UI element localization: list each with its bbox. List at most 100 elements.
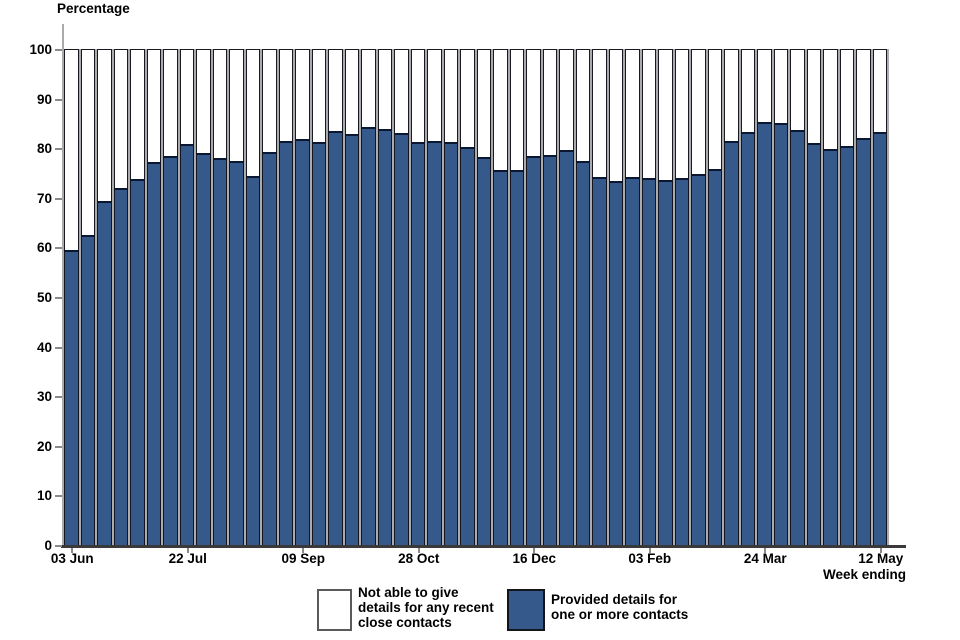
y-axis-title: Percentage bbox=[57, 1, 130, 16]
bar-week-37 bbox=[658, 49, 675, 546]
x-tick-mark-03-jun bbox=[71, 548, 74, 553]
y-tick-mark-70 bbox=[55, 197, 62, 200]
segment-provided bbox=[658, 180, 673, 546]
segment-provided bbox=[64, 250, 79, 546]
segment-not-able bbox=[410, 49, 425, 143]
x-tick-label-22-jul: 22 Jul bbox=[168, 551, 207, 566]
segment-not-able bbox=[278, 49, 293, 142]
segment-not-able bbox=[542, 49, 557, 155]
segment-provided bbox=[410, 142, 425, 546]
legend-swatch-not-able bbox=[317, 589, 352, 631]
segment-provided bbox=[163, 156, 178, 546]
y-tick-mark-90 bbox=[55, 98, 62, 101]
segment-provided bbox=[295, 139, 310, 546]
bar-week-22 bbox=[410, 49, 427, 546]
bar-week-3 bbox=[97, 49, 114, 546]
segment-not-able bbox=[427, 49, 442, 141]
segment-not-able bbox=[806, 49, 821, 143]
legend-label-provided: Provided details for one or more contact… bbox=[551, 592, 689, 622]
bar-week-21 bbox=[394, 49, 411, 546]
bar-week-5 bbox=[130, 49, 147, 546]
segment-not-able bbox=[377, 49, 392, 129]
bar-week-40 bbox=[707, 49, 724, 546]
segment-not-able bbox=[460, 49, 475, 148]
y-tick-label-70: 70 bbox=[36, 190, 52, 206]
segment-not-able bbox=[707, 49, 722, 170]
segment-not-able bbox=[509, 49, 524, 170]
y-tick-label-0: 0 bbox=[44, 538, 52, 553]
segment-provided bbox=[460, 147, 475, 546]
bar-week-20 bbox=[377, 49, 394, 546]
segment-not-able bbox=[740, 49, 755, 132]
segment-not-able bbox=[856, 49, 871, 139]
y-tick-mark-60 bbox=[55, 247, 62, 250]
y-tick-mark-20 bbox=[55, 445, 62, 448]
bar-week-32 bbox=[575, 49, 592, 546]
bar-week-31 bbox=[559, 49, 576, 546]
segment-not-able bbox=[674, 49, 689, 179]
x-tick-mark-12-may bbox=[879, 548, 882, 553]
segment-provided bbox=[542, 154, 557, 546]
bar-week-49 bbox=[856, 49, 873, 546]
segment-provided bbox=[526, 156, 541, 546]
segment-not-able bbox=[179, 49, 194, 145]
segment-provided bbox=[872, 131, 887, 546]
segment-provided bbox=[625, 176, 640, 546]
segment-provided bbox=[707, 169, 722, 546]
segment-not-able bbox=[526, 49, 541, 157]
segment-provided bbox=[245, 176, 260, 546]
segment-not-able bbox=[839, 49, 854, 146]
y-tick-label-80: 80 bbox=[36, 141, 52, 157]
segment-provided bbox=[559, 150, 574, 546]
segment-provided bbox=[212, 158, 227, 546]
y-tick-mark-100 bbox=[55, 49, 62, 51]
bar-week-38 bbox=[674, 49, 691, 546]
x-tick-label-03-jun: 03 Jun bbox=[50, 551, 94, 566]
x-tick-mark-03-feb bbox=[648, 548, 651, 553]
segment-provided bbox=[493, 169, 508, 546]
segment-not-able bbox=[212, 49, 227, 159]
segment-not-able bbox=[625, 49, 640, 177]
bar-week-39 bbox=[691, 49, 708, 546]
segment-not-able bbox=[559, 49, 574, 151]
bar-week-1 bbox=[64, 49, 81, 546]
segment-not-able bbox=[724, 49, 739, 142]
bar-week-45 bbox=[790, 49, 807, 546]
bar-week-10 bbox=[212, 49, 229, 546]
segment-not-able bbox=[229, 49, 244, 161]
segment-provided bbox=[476, 157, 491, 546]
segment-not-able bbox=[262, 49, 277, 153]
segment-not-able bbox=[773, 49, 788, 123]
bar-week-23 bbox=[427, 49, 444, 546]
segment-not-able bbox=[493, 49, 508, 170]
bar-week-8 bbox=[179, 49, 196, 546]
segment-provided bbox=[823, 149, 838, 546]
bar-week-46 bbox=[806, 49, 823, 546]
segment-not-able bbox=[790, 49, 805, 130]
bar-week-47 bbox=[823, 49, 840, 546]
segment-provided bbox=[344, 133, 359, 546]
segment-not-able bbox=[641, 49, 656, 178]
bar-week-34 bbox=[608, 49, 625, 546]
bar-week-44 bbox=[773, 49, 790, 546]
segment-provided bbox=[394, 132, 409, 546]
y-tick-mark-80 bbox=[55, 148, 62, 151]
segment-provided bbox=[97, 200, 112, 546]
segment-not-able bbox=[328, 49, 343, 131]
y-tick-label-10: 10 bbox=[36, 488, 52, 504]
segment-not-able bbox=[146, 49, 161, 162]
y-tick-label-90: 90 bbox=[36, 91, 52, 107]
x-tick-label-09-sep: 09 Sep bbox=[281, 551, 326, 566]
segment-provided bbox=[361, 127, 376, 546]
x-tick-label-28-oct: 28 Oct bbox=[398, 551, 440, 566]
segment-not-able bbox=[872, 49, 887, 132]
x-tick-label-16-dec: 16 Dec bbox=[512, 551, 557, 566]
segment-not-able bbox=[196, 49, 211, 153]
bar-week-6 bbox=[146, 49, 163, 546]
x-tick-mark-24-mar bbox=[764, 548, 767, 553]
bar-week-36 bbox=[641, 49, 658, 546]
segment-provided bbox=[328, 131, 343, 546]
y-tick-mark-10 bbox=[55, 495, 62, 498]
bar-week-25 bbox=[460, 49, 477, 546]
x-tick-mark-16-dec bbox=[533, 548, 536, 553]
